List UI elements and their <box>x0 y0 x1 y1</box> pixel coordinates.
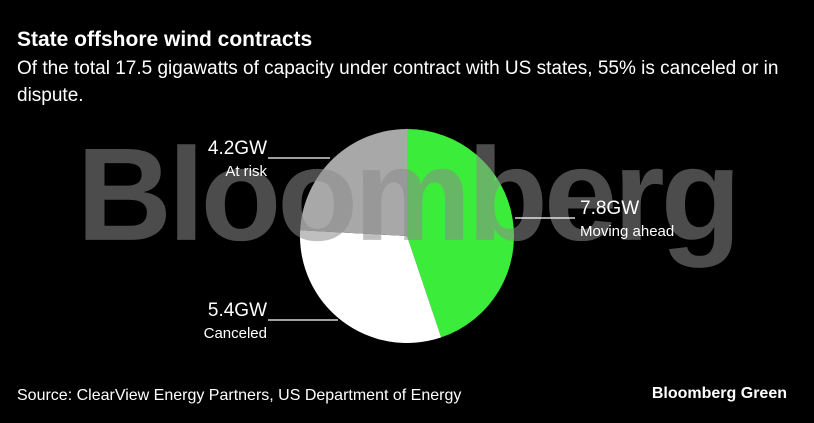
chart-title: State offshore wind contracts <box>17 28 313 51</box>
chart-subtitle: Of the total 17.5 gigawatts of capacity … <box>17 58 779 106</box>
value-label: 5.4GW <box>208 300 267 321</box>
watermark: Bloomberg <box>77 121 738 268</box>
category-label: At risk <box>225 163 267 180</box>
brand: Bloomberg Green <box>651 385 787 402</box>
pie-slice <box>407 129 514 338</box>
pie-slice <box>299 230 442 343</box>
category-label: Moving ahead <box>580 223 674 240</box>
category-label: Canceled <box>204 325 267 342</box>
source: Source: ClearView Energy Partners, US De… <box>17 387 462 404</box>
pie-slice <box>300 129 407 236</box>
value-label: 4.2GW <box>208 138 267 159</box>
value-label: 7.8GW <box>580 198 639 219</box>
